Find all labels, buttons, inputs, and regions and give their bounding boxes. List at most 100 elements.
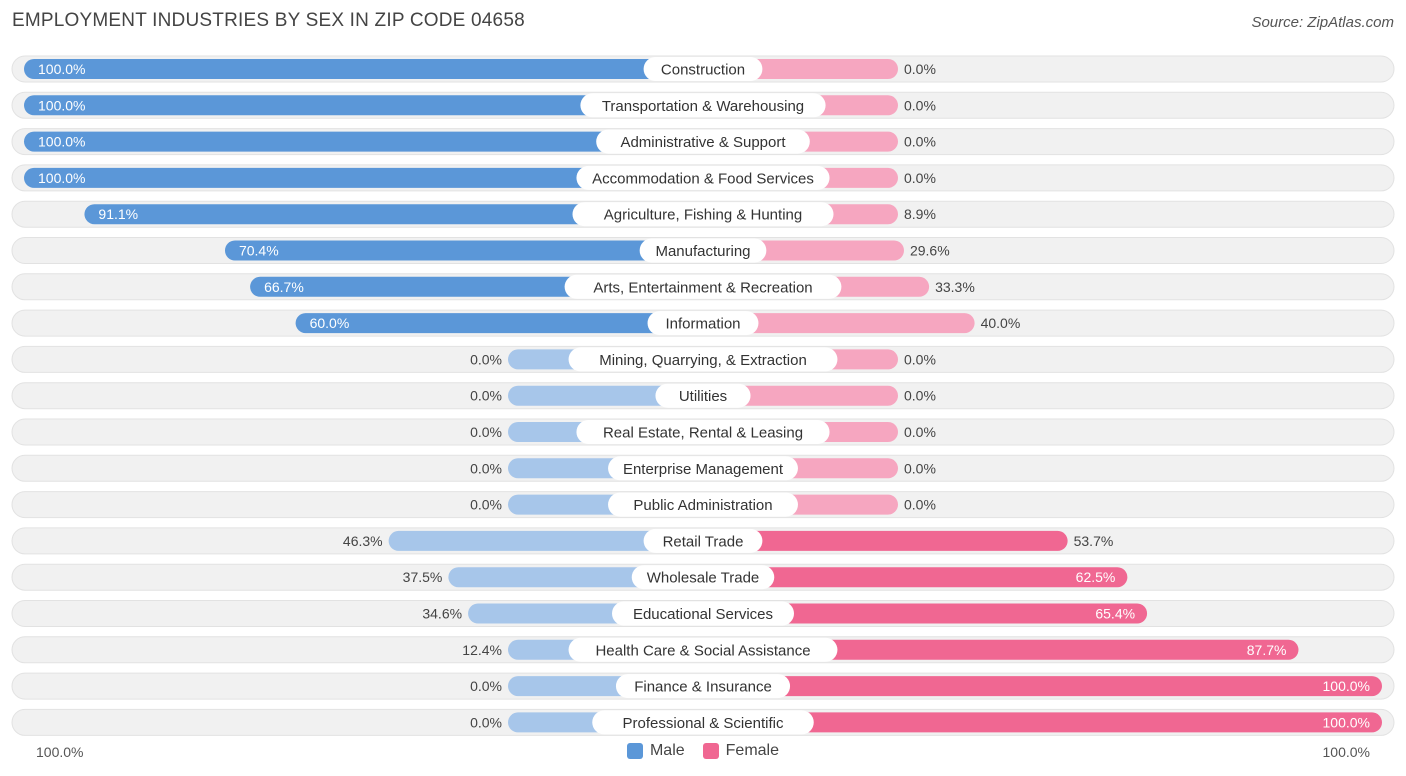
category-pill (608, 492, 798, 517)
male-bar (388, 530, 703, 551)
female-value-label: 0.0% (904, 351, 936, 367)
male-value-label: 91.1% (98, 206, 138, 222)
chart-row: 66.7% 33.3% Arts, Entertainment & Recreati… (11, 273, 1395, 301)
male-bar (508, 385, 703, 406)
chart-row: 0.0% 0.0% Mining, Quarrying, & Extraction (11, 345, 1395, 373)
female-bar (703, 639, 1299, 660)
female-value-label: 29.6% (910, 243, 950, 259)
male-value-label: 100.0% (38, 134, 85, 150)
male-value-label: 12.4% (462, 642, 502, 658)
chart-row: 100.0% 0.0% Transportation & Warehousing (11, 91, 1395, 119)
female-value-label: 40.0% (981, 315, 1021, 331)
male-value-label: 37.5% (403, 569, 443, 585)
chart-row: 70.4% 29.6% Manufacturing (11, 237, 1395, 264)
bar-chart: 100.0% 0.0% Construction 100.0% 0.0% Transpor… (11, 55, 1395, 736)
category-label: Information (665, 316, 740, 333)
male-value-label: 34.6% (422, 606, 462, 622)
chart-row: 46.3% 53.7% Retail Trade (11, 527, 1395, 555)
male-value-label: 100.0% (38, 97, 85, 113)
female-bar (703, 676, 1382, 697)
chart-row: 0.0% 0.0% Utilities (11, 382, 1395, 410)
male-value-label: 100.0% (38, 61, 85, 77)
male-bar (295, 313, 703, 334)
category-pill (639, 238, 767, 263)
chart-row: 60.0% 40.0% Information (11, 309, 1395, 337)
category-pill (655, 383, 751, 408)
chart-row: 0.0% 0.0% Real Estate, Rental & Leasing (11, 418, 1395, 446)
category-pill (564, 274, 842, 299)
legend-label-male: Male (649, 742, 685, 759)
male-value-label: 0.0% (470, 497, 502, 513)
female-value-label: 33.3% (935, 279, 975, 295)
axis-right-label: 100.0% (1322, 744, 1370, 760)
category-label: Transportation & Warehousing (602, 98, 804, 115)
female-value-label: 8.9% (904, 206, 936, 222)
category-pill (608, 456, 798, 481)
female-value-label: 53.7% (1074, 533, 1114, 549)
category-pill (596, 129, 810, 154)
female-value-label: 62.5% (1076, 569, 1116, 585)
female-value-label: 0.0% (904, 497, 936, 513)
male-bar (24, 167, 703, 188)
category-pill (568, 347, 838, 372)
category-label: Retail Trade (663, 533, 744, 550)
male-bar (84, 204, 703, 225)
male-value-label: 0.0% (470, 460, 502, 476)
chart-row: 0.0% 100.0% Professional & Scientific (11, 708, 1395, 736)
category-pill (643, 528, 763, 553)
category-label: Real Estate, Rental & Leasing (603, 425, 803, 442)
female-value-label: 0.0% (904, 134, 936, 150)
category-label: Enterprise Management (623, 461, 784, 478)
category-pill (576, 420, 830, 444)
male-bar (24, 131, 703, 152)
chart-row: 0.0% 0.0% Public Administration (11, 491, 1395, 519)
source-note: Source: ZipAtlas.com (1251, 14, 1394, 31)
female-value-label: 0.0% (904, 424, 936, 440)
female-value-label: 0.0% (904, 61, 936, 77)
category-pill (615, 674, 791, 699)
female-bar (703, 603, 1148, 624)
female-bar (703, 712, 1382, 733)
female-value-label: 65.4% (1095, 606, 1135, 622)
category-pill (643, 57, 763, 81)
category-label: Wholesale Trade (647, 570, 760, 587)
chart-row: 34.6% 65.4% Educational Services (11, 600, 1395, 627)
category-pill (572, 202, 834, 227)
legend-item-male[interactable]: Male (626, 742, 685, 760)
male-value-label: 46.3% (343, 533, 383, 549)
legend-swatch-male (626, 743, 643, 759)
category-label: Administrative & Support (620, 134, 786, 151)
legend-item-female[interactable]: Female (702, 742, 779, 760)
female-value-label: 0.0% (904, 170, 936, 186)
chart-row: 100.0% 0.0% Accommodation & Food Services (11, 164, 1395, 192)
female-bar (703, 567, 1128, 588)
chart-row: 12.4% 87.7% Health Care & Social Assistanc… (11, 636, 1395, 664)
category-label: Educational Services (633, 606, 773, 623)
female-bar (703, 313, 975, 334)
chart-row: 100.0% 0.0% Administrative & Support (11, 128, 1395, 156)
chart-row: 0.0% 100.0% Finance & Insurance (11, 672, 1395, 700)
male-value-label: 66.7% (264, 279, 304, 295)
category-label: Public Administration (633, 497, 772, 514)
category-label: Health Care & Social Assistance (595, 642, 810, 659)
category-pill (576, 165, 830, 190)
male-bar (24, 95, 703, 116)
legend: Male Female (0, 742, 1406, 760)
category-label: Mining, Quarrying, & Extraction (599, 352, 807, 369)
chart-row: 91.1% 8.9% Agriculture, Fishing & Hunting (11, 200, 1395, 228)
category-label: Manufacturing (655, 243, 750, 260)
female-value-label: 100.0% (1323, 678, 1370, 694)
female-value-label: 0.0% (904, 97, 936, 113)
category-pill (580, 93, 826, 118)
female-value-label: 0.0% (904, 388, 936, 404)
female-bar (703, 385, 898, 406)
category-label: Finance & Insurance (634, 679, 772, 696)
category-label: Arts, Entertainment & Recreation (593, 279, 812, 296)
male-value-label: 70.4% (239, 243, 279, 259)
category-pill (631, 565, 775, 590)
male-bar (24, 59, 703, 79)
chart-row: 37.5% 62.5% Wholesale Trade (11, 563, 1395, 591)
male-value-label: 0.0% (470, 714, 502, 730)
category-pill (592, 710, 814, 735)
category-label: Professional & Scientific (623, 715, 784, 732)
